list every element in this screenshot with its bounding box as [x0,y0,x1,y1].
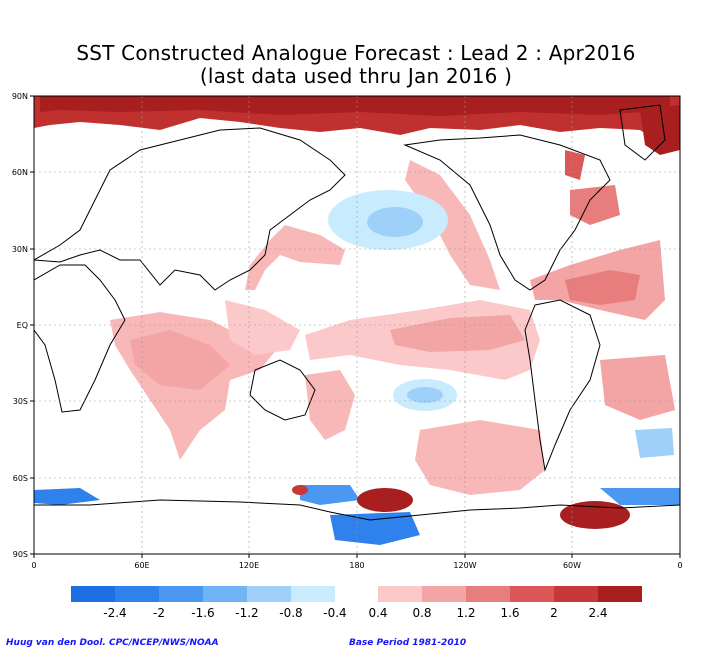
anomaly-field [34,96,680,545]
south-pacific-cool-core [407,387,443,403]
lon-labels: 0 60E 120E 180 120W 60W 0 [31,561,682,570]
amundsen-warm [357,488,413,512]
indian-ocean-warm-core [130,330,230,390]
base-period-text: Base Period 1981-2010 [349,638,467,648]
north-atlantic-warm [565,150,585,180]
lon-label-60w: 60W [563,561,581,570]
colorbar-swatch-positive [510,586,554,602]
lat-label-90s: 90S [13,550,28,559]
colorbar-swatch-negative [203,586,247,602]
south-america-coast [524,299,601,472]
lon-ticks [33,554,681,558]
south-atlantic-cool [635,428,674,458]
colorbar-label: 0.4 [368,606,387,620]
north-america-coast [403,134,611,291]
lat-label-60n: 60N [12,168,28,177]
africa-coast [34,264,126,413]
colorbar-swatch-negative [115,586,159,602]
colorbar-swatch-positive [554,586,598,602]
colorbar-swatch-negative [71,586,115,602]
lon-label-120w: 120W [453,561,476,570]
colorbar-label: 1.2 [456,606,475,620]
tropical-atlantic-warm-core [565,270,640,305]
colorbar-label: -1.6 [191,606,214,620]
lon-label-60e: 60E [134,561,149,570]
colorbar-swatch-negative [159,586,203,602]
colorbar-label: 1.6 [500,606,519,620]
colorbar-swatch-positive [378,586,422,602]
colorbar-label: 0.8 [412,606,431,620]
south-pacific-warm [305,370,355,440]
southern-ocean-cool-west [34,488,100,505]
colorbar-swatch-negative [291,586,335,602]
lat-label-90n: 90N [12,92,28,101]
colorbar-label: -1.2 [235,606,258,620]
lat-labels: 90N 60N 30N EQ 30S 60S 90S [12,92,28,559]
colorbar-label: -0.8 [279,606,302,620]
southern-ocean-cool-mid [300,485,360,505]
map-title: SST Constructed Analogue Forecast : Lead… [76,41,636,65]
el-nino-core [390,315,525,352]
ne-pacific-warm [405,160,500,290]
colorbar-label: -2 [153,606,165,620]
southern-ocean-cool-ross [330,512,420,545]
australia-coast [249,359,316,421]
colorbar-swatch-positive [466,586,510,602]
antarctica-coast [34,499,680,521]
north-pacific-cool-core [367,207,423,237]
map-subtitle: (last data used thru Jan 2016 ) [199,64,513,88]
colorbar-label: -0.4 [323,606,346,620]
kuroshio-warm [245,225,345,290]
coastlines [34,104,680,521]
lat-label-eq: EQ [17,321,28,330]
greenland-coast [619,104,666,161]
south-atlantic-warm [600,355,675,420]
southern-ocean-warm-small [292,485,308,495]
lat-label-30s: 30S [13,397,28,406]
colorbar: -2.4 -2 -1.6 -1.2 -0.8 -0.4 0.4 0.8 1.2 1.6 2 2.4 [71,586,642,620]
southeast-pacific-warm [415,420,545,495]
colorbar-swatch-negative [247,586,291,602]
arctic-warm-core [40,96,670,116]
graticule [34,96,680,554]
lon-label-0-east: 0 [677,561,682,570]
colorbar-label: -2.4 [103,606,126,620]
colorbar-swatch-positive [598,586,642,602]
lon-label-120e: 120E [239,561,259,570]
colorbar-label: 2.4 [588,606,607,620]
lat-label-30n: 30N [12,245,28,254]
credit-text: Huug van den Dool. CPC/NCEP/NWS/NOAA [6,638,219,648]
colorbar-label: 2 [550,606,558,620]
southern-ocean-cool-east [600,488,680,505]
maritime-continent-warm [225,300,300,355]
lat-ticks [30,95,34,555]
eurasia-coast [34,127,346,291]
lat-label-60s: 60S [13,474,28,483]
colorbar-swatch-positive [422,586,466,602]
lon-label-180: 180 [349,561,364,570]
greenland-warm-anomaly [640,105,680,155]
lon-label-0: 0 [31,561,36,570]
